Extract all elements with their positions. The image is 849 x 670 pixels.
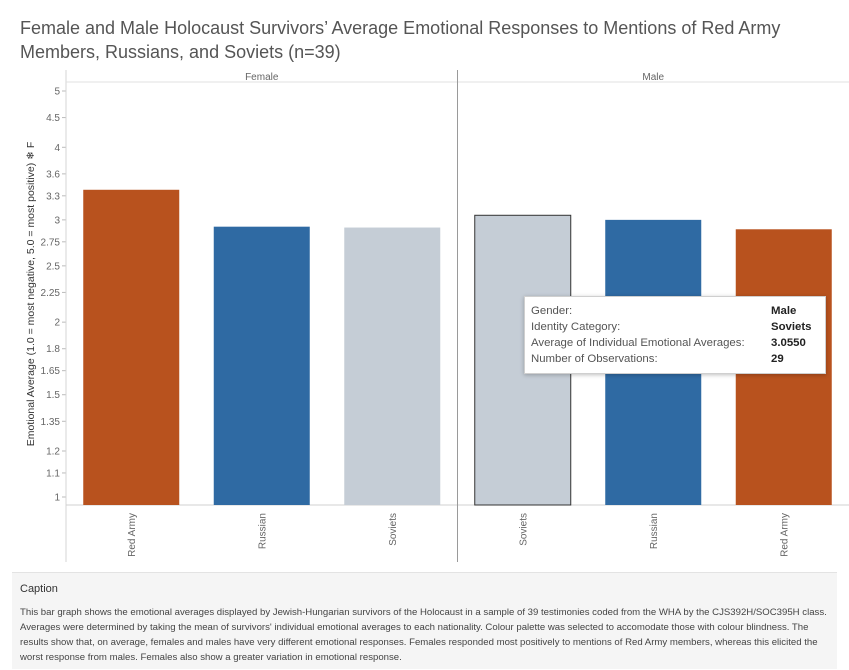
y-tick-label: 5 xyxy=(54,87,60,98)
x-tick-label: Soviets xyxy=(518,513,529,546)
bar-female-soviets xyxy=(344,227,441,505)
caption-panel: Caption This bar graph shows the emotion… xyxy=(12,572,837,669)
y-tick-label: 3.6 xyxy=(46,169,60,180)
x-tick-label: Red Army xyxy=(779,513,790,557)
chart-title: Female and Male Holocaust Survivors’ Ave… xyxy=(20,18,781,62)
tooltip-label: Average of Individual Emotional Averages… xyxy=(531,337,745,349)
x-tick-label: Red Army xyxy=(127,513,138,557)
tooltip-label: Identity Category: xyxy=(531,321,621,333)
data-tooltip: Gender: Male Identity Category: Soviets … xyxy=(524,296,826,374)
y-tick-label: 2 xyxy=(54,318,60,329)
tooltip-row-observations: Number of Observations: 29 xyxy=(531,351,784,367)
tooltip-value: 29 xyxy=(771,353,784,365)
caption-title: Caption xyxy=(20,583,58,595)
y-tick-label: 1.1 xyxy=(46,468,60,479)
panel-header-female: Female xyxy=(245,72,279,83)
bar-female-red-army xyxy=(83,189,180,506)
tooltip-label: Number of Observations: xyxy=(531,353,658,365)
tooltip-row-average: Average of Individual Emotional Averages… xyxy=(531,335,806,351)
x-tick-label: Soviets xyxy=(388,513,399,546)
x-tick-label: Russian xyxy=(649,513,660,549)
y-tick-label: 2.75 xyxy=(41,237,61,248)
tooltip-row-identity: Identity Category: Soviets xyxy=(531,319,812,335)
y-tick-label: 4.5 xyxy=(46,113,60,124)
tooltip-value: 3.0550 xyxy=(771,337,806,349)
y-axis-label: Emotional Average (1.0 = most negative, … xyxy=(25,142,37,447)
y-tick-label: 4 xyxy=(54,143,60,154)
tooltip-row-gender: Gender: Male xyxy=(531,303,796,319)
panel-header-male: Male xyxy=(642,72,664,83)
y-tick-label: 1.8 xyxy=(46,344,60,355)
caption-text: This bar graph shows the emotional avera… xyxy=(20,607,827,663)
tooltip-label: Gender: xyxy=(531,305,573,317)
tooltip-value: Male xyxy=(771,305,797,317)
y-tick-label: 1.2 xyxy=(46,447,60,458)
tooltip-value: Soviets xyxy=(771,321,812,333)
y-tick-label: 3.3 xyxy=(46,191,60,202)
bar-chart: Emotional Average (1.0 = most negative, … xyxy=(25,70,849,562)
x-tick-label: Russian xyxy=(257,513,268,549)
bar-female-russian xyxy=(213,226,310,506)
y-tick-label: 1.65 xyxy=(41,366,61,377)
y-tick-label: 3 xyxy=(54,215,60,226)
y-tick-label: 2.25 xyxy=(41,288,61,299)
y-tick-label: 2.5 xyxy=(46,261,60,272)
y-tick-label: 1.5 xyxy=(46,390,60,401)
y-tick-label: 1.35 xyxy=(41,417,61,428)
y-tick-label: 1 xyxy=(54,493,60,504)
